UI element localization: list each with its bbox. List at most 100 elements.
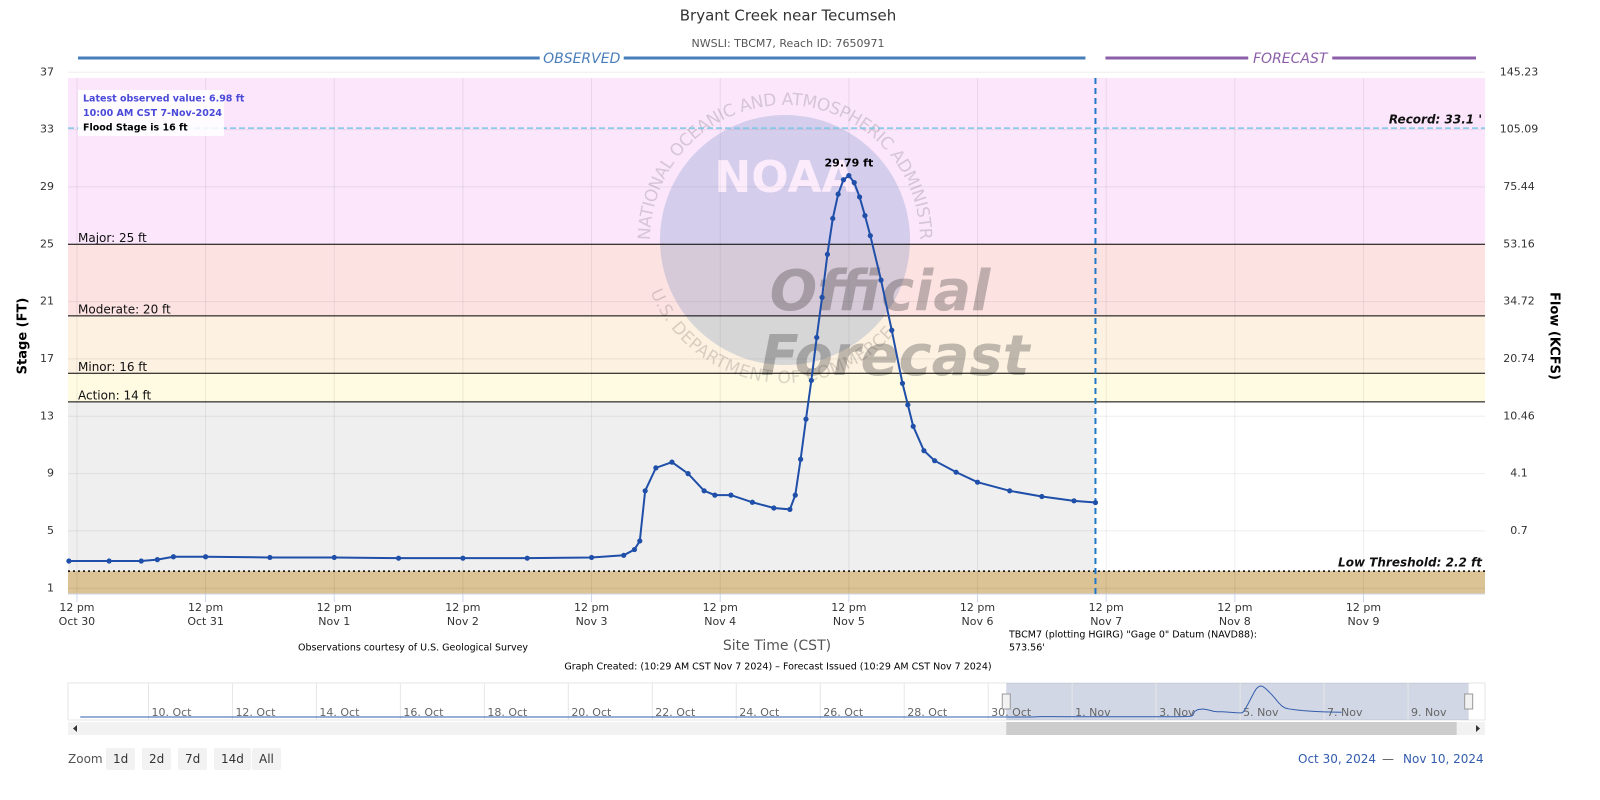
- threshold-label: Record: 33.1 ': [1389, 113, 1482, 127]
- data-point: [835, 191, 841, 197]
- data-point: [669, 459, 675, 465]
- chart-subtitle: NWSLI: TBCM7, Reach ID: 7650971: [692, 37, 885, 50]
- y2-tick-label: 20.74: [1503, 352, 1535, 365]
- x-tick-label: 12 pm: [574, 601, 609, 614]
- x-tick-label: Nov 3: [576, 615, 608, 628]
- x-tick-label: 12 pm: [445, 601, 480, 614]
- data-point: [749, 499, 755, 505]
- navigator-tick-label: 30. Oct: [991, 706, 1032, 719]
- stage-band: [68, 244, 1485, 316]
- data-point: [974, 479, 981, 485]
- data-point: [460, 555, 466, 561]
- scrollbar-arrow[interactable]: [1476, 725, 1480, 732]
- header-bg: [539, 50, 624, 66]
- data-point: [803, 416, 809, 422]
- zoom-button[interactable]: 7d: [178, 748, 208, 770]
- data-point: [824, 251, 831, 257]
- observed-label: OBSERVED: [543, 51, 621, 67]
- x-tick-label: 12 pm: [1217, 601, 1252, 614]
- observed-band: [68, 401, 1096, 572]
- data-point: [331, 554, 337, 561]
- data-point: [905, 402, 911, 408]
- y2-tick-label: 105.09: [1500, 123, 1539, 136]
- data-point: [953, 469, 959, 475]
- data-point: [631, 546, 638, 553]
- x-tick-label: Oct 30: [59, 615, 96, 628]
- y-axis-title: Stage (FT): [16, 298, 31, 375]
- data-point: [588, 554, 595, 561]
- x-tick-label: 12 pm: [188, 601, 223, 614]
- data-point: [154, 557, 160, 563]
- zoom-button[interactable]: 14d: [214, 748, 251, 770]
- data-point: [685, 471, 691, 477]
- zoom-button[interactable]: All: [252, 748, 281, 770]
- navigator-handle[interactable]: [1001, 693, 1011, 710]
- watermark-logo-text: NOAA: [714, 152, 855, 203]
- data-point: [642, 488, 648, 494]
- zoom-button[interactable]: 1d: [106, 748, 136, 770]
- info-text: Flood Stage is 16 ft: [83, 123, 188, 134]
- data-point: [889, 327, 895, 333]
- chart-title: Bryant Creek near Tecumseh: [680, 7, 897, 25]
- x-tick-label: Nov 7: [1090, 615, 1122, 628]
- data-point: [798, 456, 804, 462]
- stage-band: [68, 571, 1485, 594]
- data-point: [701, 488, 707, 494]
- range-from[interactable]: Oct 30, 2024: [1298, 752, 1376, 766]
- scrollbar-thumb[interactable]: [1006, 722, 1457, 735]
- footer-datum: 573.56': [1009, 643, 1045, 654]
- data-point: [910, 423, 916, 429]
- zoom-button[interactable]: 2d: [142, 748, 172, 770]
- footer-created: Graph Created: (10:29 AM CST Nov 7 2024)…: [564, 662, 991, 673]
- footer-datum: TBCM7 (plotting HGIRG) "Gage 0" Datum (N…: [1008, 630, 1257, 641]
- threshold-label: Major: 25 ft: [78, 231, 147, 245]
- y2-tick-label: 4.1: [1510, 467, 1528, 480]
- navigator-tick-label: 20. Oct: [571, 706, 612, 719]
- x-tick-label: Oct 31: [187, 615, 224, 628]
- zoom-label: Zoom: [68, 752, 103, 766]
- x-tick-label: Nov 5: [833, 615, 865, 628]
- navigator-tick-label: 28. Oct: [907, 706, 948, 719]
- data-point: [862, 213, 868, 219]
- data-point: [814, 334, 820, 341]
- data-point: [267, 554, 273, 561]
- info-box: [78, 90, 224, 136]
- range-separator: —: [1382, 752, 1394, 766]
- threshold-label: Action: 14 ft: [78, 388, 152, 402]
- navigator-tick-label: 16. Oct: [403, 706, 444, 719]
- chart: Bryant Creek near Tecumseh NWSLI: TBCM7,…: [0, 0, 1562, 735]
- navigator-tick-label: 7. Nov: [1327, 706, 1363, 719]
- data-point: [1071, 498, 1077, 504]
- y-tick-label: 17: [40, 352, 54, 365]
- navigator-tick-label: 24. Oct: [739, 706, 780, 719]
- data-point: [840, 177, 847, 183]
- y-tick-label: 25: [40, 237, 54, 250]
- data-point: [524, 555, 530, 561]
- y2-tick-label: 145.23: [1500, 65, 1539, 78]
- navigator-mask: [1006, 683, 1469, 720]
- y-tick-label: 29: [40, 180, 54, 193]
- data-point: [138, 558, 144, 564]
- range-to[interactable]: Nov 10, 2024: [1403, 752, 1484, 766]
- stage-band: [68, 78, 1485, 245]
- y2-tick-label: 0.7: [1510, 524, 1528, 537]
- x-axis-title: Site Time (CST): [723, 638, 831, 654]
- scrollbar-arrow[interactable]: [73, 725, 77, 732]
- x-tick-label: 12 pm: [59, 601, 94, 614]
- navigator-tick-label: 14. Oct: [319, 706, 360, 719]
- data-point: [1007, 488, 1013, 494]
- y2-tick-label: 10.46: [1503, 409, 1535, 422]
- data-point: [106, 558, 112, 564]
- info-text: 10:00 AM CST 7-Nov-2024: [83, 108, 222, 119]
- data-point: [1092, 499, 1099, 506]
- x-tick-label: 12 pm: [1089, 601, 1124, 614]
- data-point: [819, 294, 825, 300]
- y-tick-label: 9: [47, 467, 54, 480]
- y2-tick-label: 53.16: [1503, 237, 1535, 250]
- navigator-tick-label: 10. Oct: [151, 706, 192, 719]
- y-tick-label: 33: [40, 123, 54, 136]
- x-tick-label: 12 pm: [703, 601, 738, 614]
- x-tick-label: Nov 4: [704, 615, 736, 628]
- navigator-handle[interactable]: [1464, 693, 1474, 710]
- navigator-tick-label: 3. Nov: [1159, 706, 1195, 719]
